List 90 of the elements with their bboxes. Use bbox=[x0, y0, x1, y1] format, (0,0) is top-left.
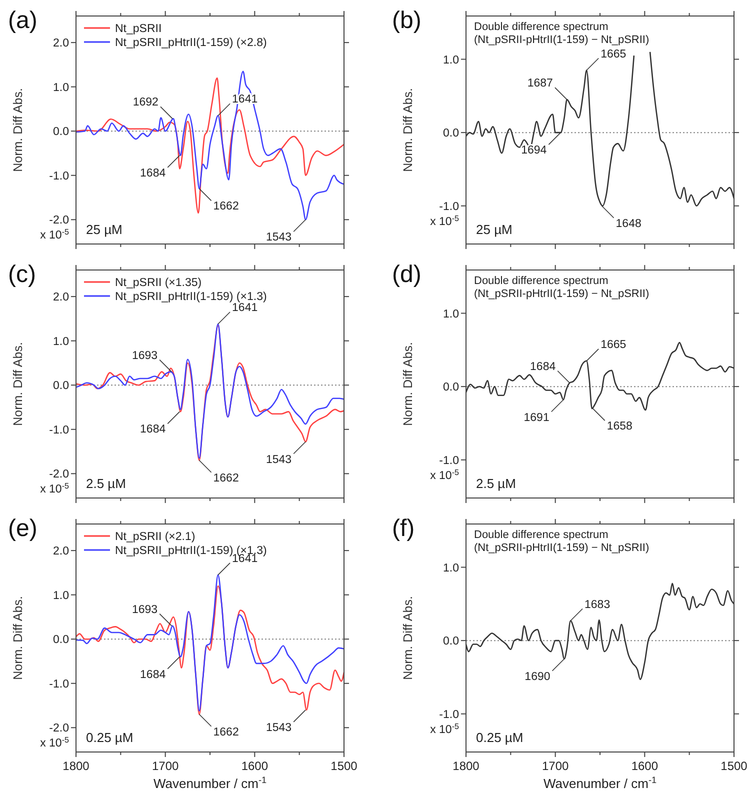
annotation: 1684 bbox=[140, 668, 166, 681]
annotation: 1543 bbox=[266, 722, 292, 734]
y-axis-title: Norm. Diff Abs. bbox=[401, 88, 415, 172]
text: Double difference spectrum (Nt_pSRII-pHtrII(1-159) − Nt_pSRII) bbox=[474, 529, 650, 554]
y-tick-label: -2.0 bbox=[49, 468, 69, 481]
annotation: 1683 bbox=[584, 598, 610, 611]
chart-title: (b) bbox=[392, 7, 422, 34]
text: Double difference spectrum (Nt_pSRII-pHtrII(1-159) − Nt_pSRII) bbox=[474, 275, 650, 300]
x-tick-label: 1700 bbox=[152, 759, 180, 773]
annotation: 2.5 µM bbox=[476, 476, 516, 491]
y-axis-title: Norm. Diff Abs. bbox=[11, 88, 25, 172]
y-axis-title: Norm. Diff Abs. bbox=[401, 596, 415, 680]
annotation: 1691 bbox=[524, 412, 550, 424]
legend-label: Nt_pSRII_pHtrII(1-159) (×2.8) bbox=[115, 37, 267, 49]
annotation: 1693 bbox=[132, 350, 158, 362]
x-tick-label: 1600 bbox=[241, 759, 268, 773]
y-axis-title: Norm. Diff Abs. bbox=[11, 342, 25, 426]
annotation: 1662 bbox=[213, 472, 239, 484]
annotation: 0.25 µM bbox=[476, 730, 524, 745]
x-tick-label: 1500 bbox=[720, 759, 748, 773]
annotation: 1694 bbox=[521, 144, 548, 157]
annotation: 1684 bbox=[530, 360, 556, 373]
x-tick-label: 1600 bbox=[631, 759, 658, 773]
text: x 10$^{-5}$ bbox=[430, 213, 460, 228]
annotation: 1684 bbox=[140, 167, 166, 180]
annotation: 0.25 µM bbox=[86, 730, 134, 745]
x-tick-label: 1700 bbox=[542, 759, 570, 773]
annotation: 1662 bbox=[213, 200, 239, 213]
x-axis-title: Wavenumber / cm$^{-1}$ bbox=[543, 775, 657, 791]
y-tick-label: 0.0 bbox=[443, 128, 459, 140]
chart-title: (d) bbox=[392, 261, 422, 288]
annotation: 1543 bbox=[266, 232, 292, 244]
annotation: 1665 bbox=[600, 48, 626, 60]
y-tick-label: 0.0 bbox=[53, 380, 69, 392]
y-tick-label: 0.0 bbox=[443, 636, 459, 648]
y-tick-label: -1.0 bbox=[49, 424, 69, 436]
y-tick-label: 1.0 bbox=[443, 562, 459, 574]
y-tick-label: -1.0 bbox=[439, 454, 459, 467]
annotation: 2.5 µM bbox=[86, 476, 126, 491]
annotation: 1543 bbox=[266, 454, 292, 466]
annotation: 1641 bbox=[232, 552, 258, 565]
chart-title: (e) bbox=[8, 515, 38, 542]
text: x 10$^{-5}$ bbox=[40, 735, 70, 750]
y-tick-label: 1.0 bbox=[443, 308, 459, 320]
annotation: 25 µM bbox=[476, 222, 512, 237]
text: Double difference spectrum (Nt_pSRII-pHtrII(1-159) − Nt_pSRII) bbox=[474, 21, 650, 46]
y-tick-label: -1.0 bbox=[439, 708, 459, 721]
y-tick-label: 2.0 bbox=[53, 292, 69, 304]
annotation: 1693 bbox=[132, 604, 158, 616]
y-tick-label: 2.0 bbox=[53, 38, 69, 50]
text: x 10$^{-5}$ bbox=[40, 227, 70, 242]
y-tick-label: -2.0 bbox=[49, 214, 69, 227]
y-tick-label: 1.0 bbox=[443, 54, 459, 66]
y-tick-label: -1.0 bbox=[49, 170, 69, 182]
annotation: 1684 bbox=[140, 424, 166, 436]
text: x 10$^{-5}$ bbox=[430, 467, 460, 482]
text: x 10$^{-5}$ bbox=[430, 721, 460, 736]
legend-label: Nt_pSRII_pHtrII(1-159) (×1.3) bbox=[115, 291, 267, 303]
x-axis-title: Wavenumber / cm$^{-1}$ bbox=[153, 775, 267, 791]
y-tick-label: 1.0 bbox=[53, 82, 69, 94]
legend-label: Nt_pSRII bbox=[115, 23, 162, 35]
annotation: 1690 bbox=[524, 670, 550, 683]
annotation: 1687 bbox=[527, 78, 553, 90]
y-tick-label: 0.0 bbox=[53, 634, 69, 646]
legend-label: Nt_pSRII (×2.1) bbox=[115, 531, 196, 543]
y-tick-label: 2.0 bbox=[53, 546, 69, 558]
y-axis-title: Norm. Diff Abs. bbox=[11, 596, 25, 680]
y-tick-label: -2.0 bbox=[49, 722, 69, 735]
annotation: 1662 bbox=[213, 726, 239, 738]
y-tick-label: 1.0 bbox=[53, 336, 69, 348]
chart-title: (a) bbox=[8, 7, 38, 34]
y-tick-label: 0.0 bbox=[443, 382, 459, 394]
chart-title: (c) bbox=[8, 261, 36, 288]
chart-title: (f) bbox=[392, 515, 415, 542]
legend-label: Nt_pSRII (×1.35) bbox=[115, 277, 202, 289]
y-axis-title: Norm. Diff Abs. bbox=[401, 342, 415, 426]
y-tick-label: -1.0 bbox=[439, 200, 459, 213]
annotation: 25 µM bbox=[86, 222, 122, 237]
y-tick-label: -1.0 bbox=[49, 678, 69, 690]
annotation: 1658 bbox=[606, 420, 632, 433]
x-tick-label: 1800 bbox=[62, 759, 90, 773]
y-tick-label: 1.0 bbox=[53, 590, 69, 602]
x-tick-label: 1800 bbox=[452, 759, 480, 773]
y-tick-label: 0.0 bbox=[53, 126, 69, 138]
annotation: 1692 bbox=[132, 96, 158, 109]
x-tick-label: 1500 bbox=[330, 759, 358, 773]
annotation: 1648 bbox=[616, 218, 642, 230]
annotation: 1641 bbox=[232, 302, 258, 314]
annotation: 1665 bbox=[600, 338, 626, 351]
text: x 10$^{-5}$ bbox=[40, 481, 70, 496]
